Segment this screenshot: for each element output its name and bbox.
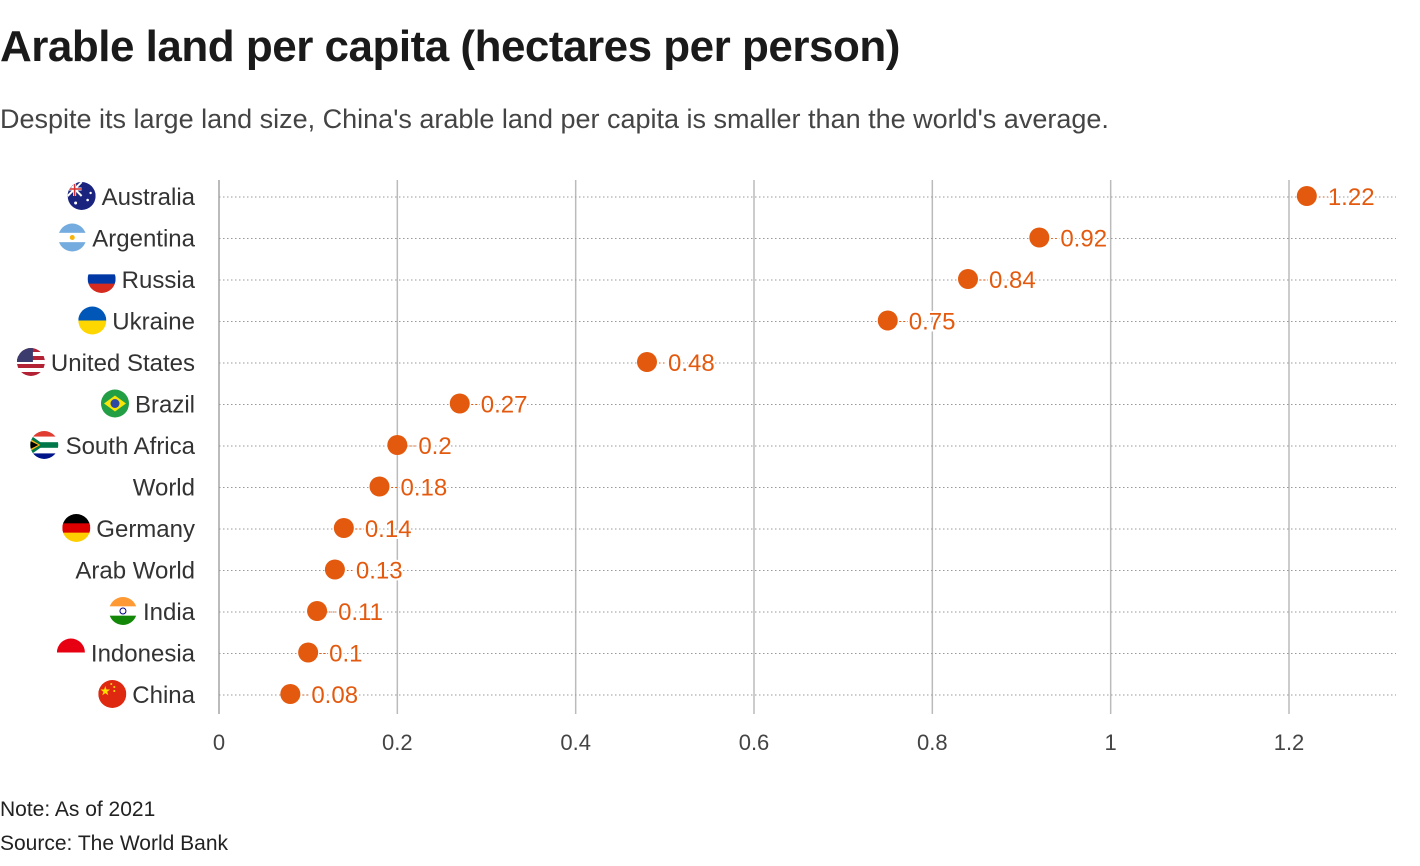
- category-label: South Africa: [66, 433, 196, 460]
- data-label: 0.14: [365, 516, 412, 543]
- data-label: 0.92: [1060, 226, 1107, 253]
- category-label: World: [133, 475, 195, 502]
- note: Note: As of 2021: [0, 798, 156, 821]
- argentina-flag-icon: [58, 223, 87, 252]
- data-point: [369, 476, 390, 497]
- data-point: [298, 642, 319, 663]
- category-label: Indonesia: [91, 641, 196, 668]
- source: Source: The World Bank: [0, 832, 229, 855]
- x-tick-label: 0.2: [382, 730, 413, 755]
- category-label: Australia: [102, 184, 196, 211]
- category-label: Arab World: [75, 558, 195, 585]
- ukraine-flag-icon: [78, 306, 107, 335]
- data-point: [1296, 186, 1317, 206]
- south-africa-flag-icon: [30, 431, 59, 459]
- data-point: [958, 269, 978, 289]
- category-label: Russia: [122, 267, 196, 294]
- germany-flag-icon: [62, 514, 91, 542]
- data-point: [324, 559, 345, 580]
- china-flag-icon: [98, 680, 127, 708]
- category-label: Brazil: [135, 392, 195, 419]
- data-label: 0.08: [311, 682, 358, 709]
- data-point: [877, 310, 898, 331]
- india-flag-icon: [108, 597, 137, 625]
- x-tick-label: 0.6: [739, 730, 770, 755]
- data-label: 0.27: [481, 392, 528, 419]
- x-tick-label: 0.8: [917, 730, 948, 755]
- indonesia-flag-icon: [56, 638, 85, 667]
- data-label: 0.1: [329, 641, 362, 668]
- data-point: [280, 684, 301, 704]
- data-label: 1.22: [1328, 184, 1375, 211]
- chart-title: Arable land per capita (hectares per per…: [0, 22, 900, 71]
- category-label: Ukraine: [112, 309, 195, 336]
- category-label: Germany: [96, 516, 195, 543]
- united-states-flag-icon: [16, 348, 45, 376]
- data-label: 0.2: [418, 433, 451, 460]
- data-point: [387, 435, 408, 455]
- data-point: [333, 518, 354, 538]
- category-label: India: [143, 599, 196, 626]
- x-tick-label: 1: [1105, 730, 1117, 755]
- data-point: [307, 601, 328, 621]
- x-tick-label: 0.4: [560, 730, 591, 755]
- russia-flag-icon: [87, 265, 116, 293]
- x-tick-label: 0: [213, 730, 225, 755]
- x-tick-label: 1.2: [1274, 730, 1305, 755]
- chart-subtitle: Despite its large land size, China's ara…: [0, 104, 1109, 134]
- data-label: 0.18: [401, 475, 448, 502]
- data-point: [1029, 227, 1050, 248]
- dot-plot: 0 0.2 0.4 0.6 0.8 1 1.2 Australia 1.22 Argentina 0…: [16, 180, 1396, 755]
- data-label: 0.11: [338, 599, 383, 626]
- category-label: China: [132, 682, 195, 709]
- data-label: 0.48: [668, 350, 715, 377]
- data-label: 0.75: [909, 309, 956, 336]
- australia-flag-icon: [67, 182, 96, 210]
- data-label: 0.13: [356, 558, 403, 585]
- data-point: [449, 393, 470, 414]
- data-label: 0.84: [989, 267, 1036, 294]
- data-point: [637, 352, 657, 372]
- category-label: United States: [51, 350, 195, 377]
- brazil-flag-icon: [100, 389, 129, 418]
- category-label: Argentina: [92, 226, 195, 253]
